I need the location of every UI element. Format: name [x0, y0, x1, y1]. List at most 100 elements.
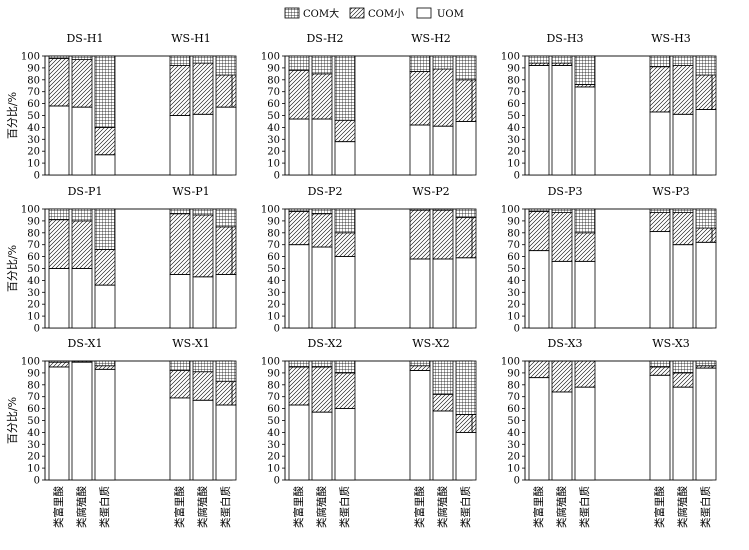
group-label: DS-P1 [68, 185, 103, 198]
y-tick-label: 40 [507, 276, 520, 287]
bar-segment-com-small [71, 220, 93, 269]
bar-segment-uom [311, 246, 333, 329]
y-tick-label: 60 [507, 252, 520, 263]
y-tick-label: 10 [267, 159, 280, 170]
y-tick-label: 70 [267, 392, 280, 403]
bar-segment-uom [334, 256, 356, 329]
bar-segment-uom [672, 386, 694, 481]
y-tick-label: 40 [27, 276, 40, 287]
bar-segment-uom [574, 86, 596, 176]
bar-segment-com-small [192, 62, 214, 115]
y-tick-label: 90 [267, 63, 280, 74]
y-tick-label: 80 [27, 380, 40, 391]
bar-segment-com-small [334, 372, 356, 409]
bar-segment-com-large [288, 208, 310, 212]
y-tick-label: 70 [507, 87, 520, 98]
y-tick-label: 0 [514, 476, 520, 487]
bar-segment-uom [432, 258, 454, 329]
bar-segment-uom [71, 106, 93, 176]
bar-segment-com-small [71, 360, 93, 363]
bar-segment-uom [169, 274, 191, 329]
bar-segment-com-large [528, 208, 550, 212]
category-label: 类富里酸 [52, 486, 65, 528]
category-label: 类腐殖酸 [315, 486, 328, 528]
y-tick-label: 60 [27, 252, 40, 263]
bar-segment-uom [455, 257, 477, 329]
y-tick-label: 20 [27, 300, 40, 311]
y-tick-label: 10 [267, 464, 280, 475]
y-tick-label: 0 [514, 324, 520, 335]
legend-swatch-uom [416, 7, 432, 19]
bar-segment-com-small [169, 213, 191, 275]
bar-segment-uom [695, 367, 717, 481]
bar-segment-com-large [455, 55, 477, 81]
bar-segment-com-large [215, 55, 237, 76]
bar-segment-com-large [334, 208, 356, 234]
y-tick-label: 90 [27, 216, 40, 227]
y-tick-label: 30 [27, 288, 40, 299]
bar-segment-com-large [48, 208, 70, 221]
y-tick-label: 10 [267, 312, 280, 323]
bar-segment-com-small [288, 69, 310, 120]
group-label: WS-H1 [171, 32, 211, 45]
bar-segment-com-small [432, 393, 454, 412]
bar-segment-uom [334, 141, 356, 176]
category-label: 类富里酸 [532, 486, 545, 528]
bar-segment-uom [695, 241, 717, 329]
y-tick-label: 80 [27, 228, 40, 239]
y-tick-label: 100 [261, 357, 280, 368]
bar-segment-uom [574, 386, 596, 481]
bar-segment-uom [71, 268, 93, 329]
category-label: 类蛋白质 [98, 486, 111, 528]
y-tick-label: 0 [34, 324, 40, 335]
y-tick-label: 90 [507, 368, 520, 379]
y-tick-label: 20 [267, 147, 280, 158]
bar-segment-com-large [192, 360, 214, 373]
bar-segment-com-large [48, 55, 70, 59]
bar-segment-com-large [551, 208, 573, 213]
bar-segment-com-small [649, 212, 671, 233]
group-label: WS-P3 [652, 185, 689, 198]
bar-segment-com-small [48, 57, 70, 107]
legend: COM大 COM小 UOM [284, 7, 464, 20]
bar-segment-com-small [94, 127, 116, 156]
bar-segment-com-large [574, 55, 596, 85]
bar-segment-uom [288, 118, 310, 176]
bar-segment-com-small [528, 210, 550, 252]
y-tick-label: 80 [507, 228, 520, 239]
y-tick-label: 30 [507, 440, 520, 451]
y-tick-label: 30 [507, 135, 520, 146]
y-tick-label: 40 [27, 123, 40, 134]
bar-segment-com-small [455, 79, 477, 122]
y-tick-label: 0 [514, 171, 520, 182]
bar-segment-com-large [409, 208, 431, 211]
y-tick-label: 60 [267, 404, 280, 415]
y-tick-label: 70 [267, 87, 280, 98]
bar-segment-com-large [455, 208, 477, 218]
y-tick-label: 10 [27, 464, 40, 475]
bar-segment-com-large [71, 55, 93, 60]
y-tick-label: 80 [507, 380, 520, 391]
bar-segment-uom [528, 377, 550, 481]
bar-segment-com-large [94, 360, 116, 367]
bar-segment-com-large [695, 55, 717, 76]
bar-segment-com-small [528, 360, 550, 379]
bar-segment-com-small [311, 213, 333, 248]
bar-segment-com-large [409, 55, 431, 72]
y-tick-label: 10 [507, 159, 520, 170]
y-tick-label: 20 [27, 452, 40, 463]
bar-segment-com-large [695, 208, 717, 229]
group-label: DS-H2 [306, 32, 343, 45]
bar-segment-com-large [649, 208, 671, 213]
y-tick-label: 90 [27, 63, 40, 74]
y-tick-label: 90 [267, 216, 280, 227]
bar-segment-com-small [169, 370, 191, 399]
y-tick-label: 60 [27, 99, 40, 110]
bar-segment-com-small [94, 249, 116, 286]
bar-segment-com-small [432, 68, 454, 127]
bar-segment-com-small [649, 366, 671, 376]
category-label: 类富里酸 [292, 486, 305, 528]
bar-segment-com-small [71, 59, 93, 108]
